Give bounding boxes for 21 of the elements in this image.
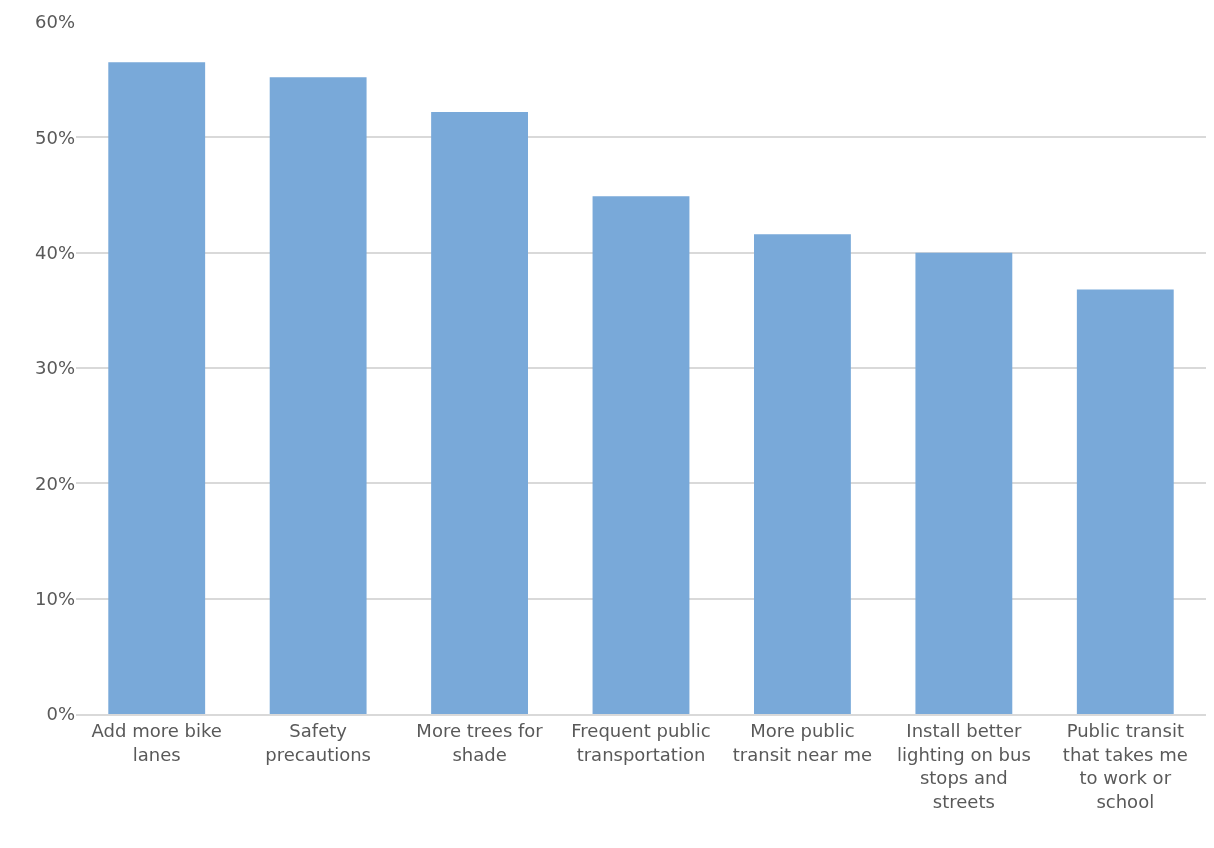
x-tick-label: More trees for shade	[416, 720, 544, 765]
y-tick-label: 40%	[34, 241, 75, 263]
bar	[754, 234, 851, 714]
y-tick-label: 50%	[34, 126, 75, 148]
bar	[915, 252, 1013, 714]
bar	[431, 111, 528, 714]
y-tick-label: 0%	[46, 703, 75, 725]
y-tick-label: 20%	[34, 472, 75, 494]
x-tick-label: More public transit near me	[732, 720, 873, 765]
x-tick-label: Public transit that takes me to work or school	[1062, 720, 1188, 812]
y-tick-label: 10%	[34, 587, 75, 609]
x-tick-label: Install better lighting on bus stops and streets	[896, 720, 1031, 812]
x-tick-label: Frequent public transportation	[571, 720, 711, 765]
y-tick-label: 60%	[34, 11, 75, 33]
bar	[269, 77, 367, 714]
y-tick-label: 30%	[34, 357, 75, 379]
x-tick-label: Add more bike lanes	[91, 720, 222, 765]
bar	[108, 62, 206, 714]
bar	[592, 196, 690, 714]
bar	[1076, 289, 1174, 714]
x-tick-label: Safety precautions	[265, 720, 371, 765]
